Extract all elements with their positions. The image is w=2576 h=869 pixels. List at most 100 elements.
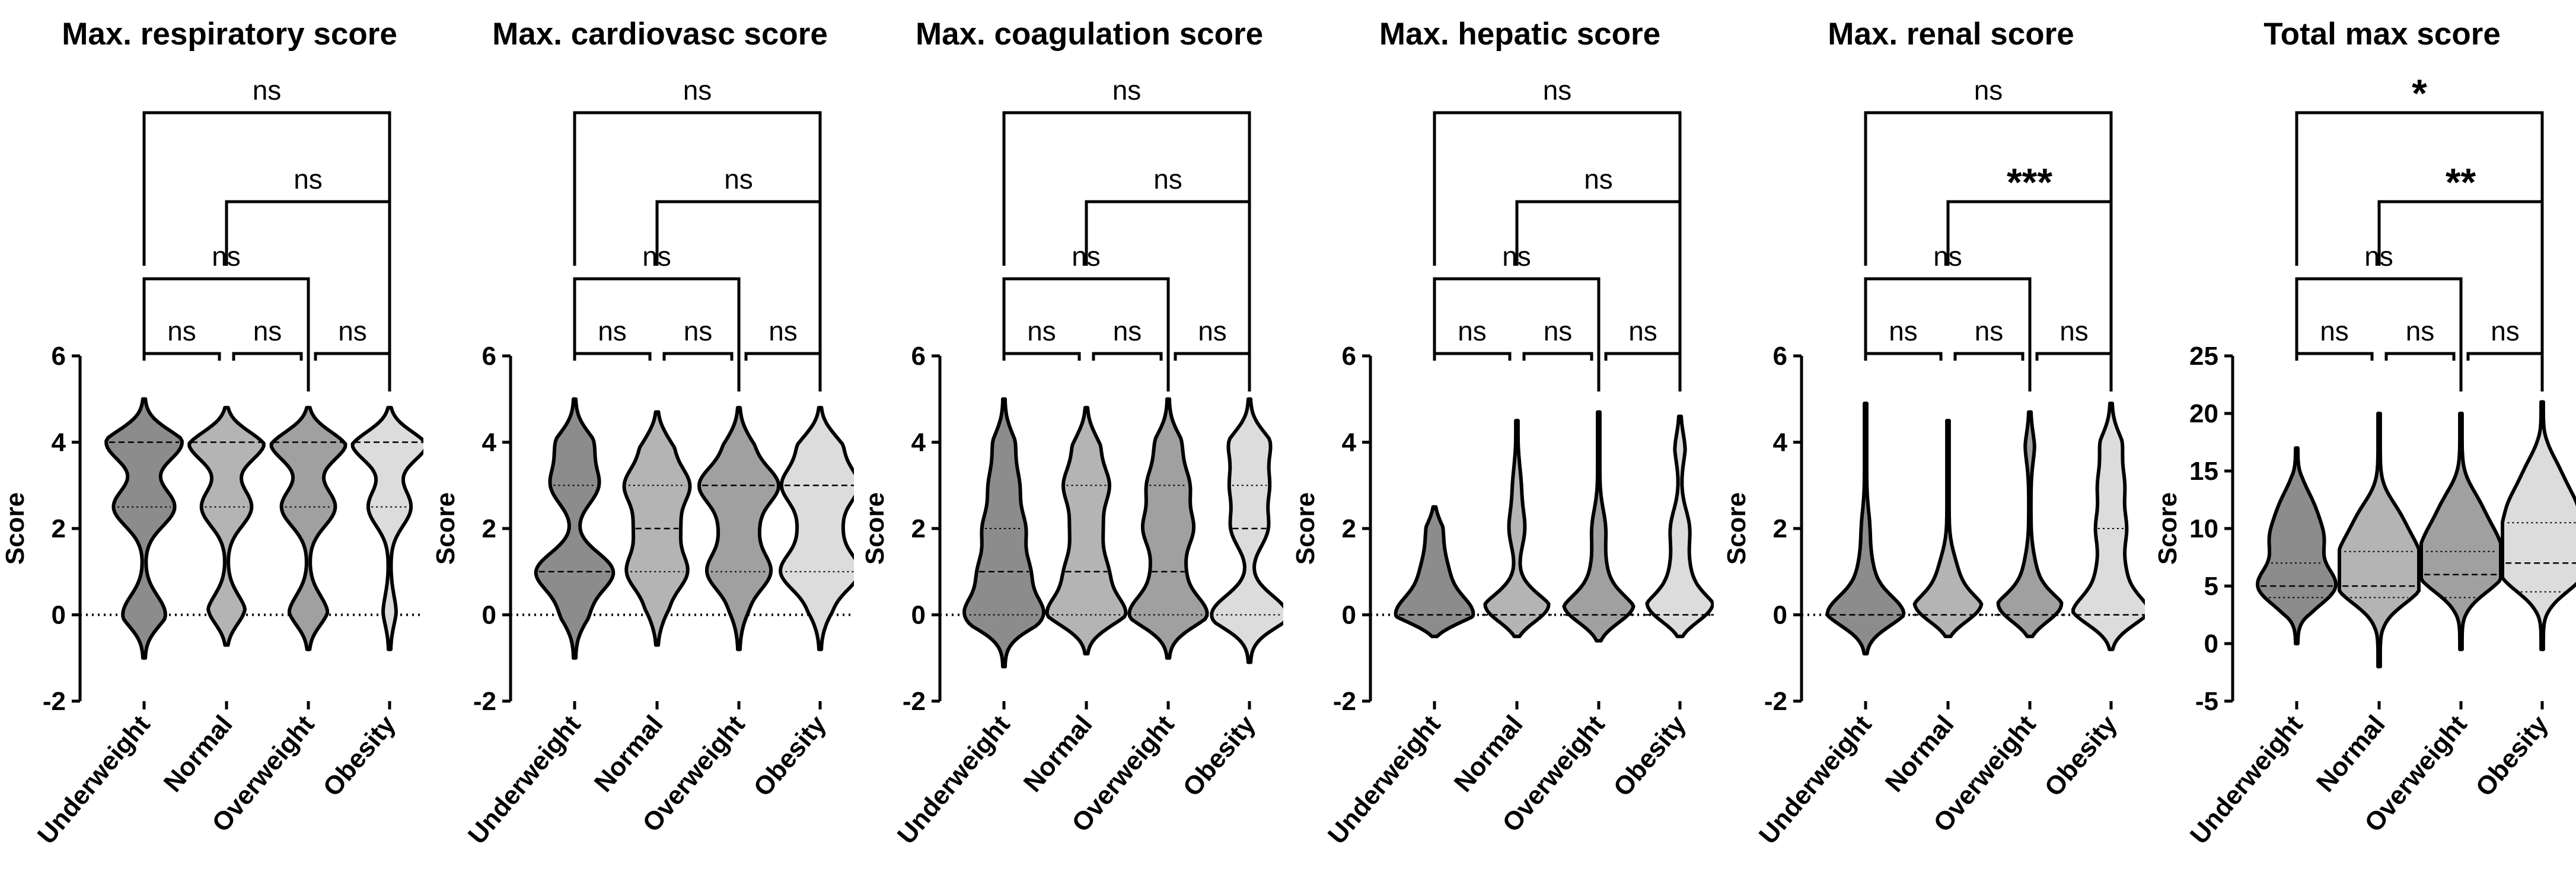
- significance-label: ns: [1584, 164, 1613, 195]
- chart-svg: Max. renal score 6 4 2 0 -2 Score Underweight No…: [1722, 17, 2151, 850]
- significance-label: ns: [1543, 75, 1572, 106]
- significance-bracket: ns: [2384, 316, 2456, 361]
- violin-panel-6: Total max score 25 20 15 10 5 0 -5 Score Underwei…: [2153, 0, 2576, 866]
- significance-bracket: ns: [232, 316, 303, 361]
- significance-bracket: ns: [1002, 316, 1081, 361]
- significance-label: ns: [683, 75, 712, 106]
- significance-bracket: ns: [2035, 316, 2113, 361]
- x-category-label: Obesity: [317, 710, 401, 803]
- y-tick-label: 15: [2189, 457, 2218, 486]
- y-axis-label: Score: [1291, 492, 1320, 565]
- violin-panel-4: Max. hepatic score 6 4 2 0 -2 Score Underweight…: [1290, 0, 1716, 866]
- y-tick-label: 4: [1773, 428, 1788, 457]
- y-tick-label: 6: [52, 342, 66, 371]
- significance-label: ns: [1113, 316, 1142, 346]
- y-tick-label: 6: [911, 342, 926, 371]
- x-category-label: Obesity: [748, 710, 832, 803]
- significance-label: ns: [1027, 316, 1056, 346]
- significance-label: ns: [2406, 316, 2435, 346]
- violin-normal: [1045, 406, 1128, 655]
- violin-overweight: [269, 406, 347, 651]
- significance-label: ns: [1975, 316, 2004, 346]
- x-category-label: Normal: [1449, 710, 1529, 798]
- violin-obesity: [2501, 400, 2576, 651]
- significance-bracket: ns: [1864, 75, 2113, 391]
- x-category-label: Normal: [1018, 710, 1098, 798]
- chart-title: Max. respiratory score: [62, 17, 397, 52]
- violin-overweight: [1562, 410, 1635, 643]
- chart-title: Max. coagulation score: [916, 17, 1263, 52]
- y-tick-label: 2: [911, 514, 926, 543]
- significance-label: ***: [2007, 160, 2052, 204]
- significance-label: ns: [1544, 316, 1573, 346]
- significance-label: ns: [1112, 75, 1142, 106]
- violin-overweight: [1127, 397, 1209, 660]
- violin-normal: [187, 406, 266, 647]
- x-category-label: Normal: [158, 710, 238, 798]
- violin-underweight: [1825, 402, 1906, 655]
- violin-underweight: [534, 397, 616, 660]
- chart-svg: Max. respiratory score 6 4 2 0 -2 Score Underwe…: [1, 17, 429, 850]
- significance-bracket: ns: [1433, 316, 1512, 361]
- violin-obesity: [779, 406, 862, 651]
- significance-bracket: ns: [1864, 316, 1943, 361]
- violin-overweight: [2419, 412, 2502, 651]
- y-tick-label: 20: [2189, 399, 2218, 428]
- violin-panel-3: Max. coagulation score 6 4 2 0 -2 Score Underwe…: [860, 0, 1289, 866]
- significance-label: **: [2446, 160, 2476, 204]
- significance-bracket: ns: [1092, 316, 1163, 361]
- significance-bracket: ns: [1433, 75, 1682, 391]
- x-category-label: Underweight: [1322, 710, 1446, 850]
- chart-title: Max. hepatic score: [1379, 17, 1660, 52]
- significance-label: ns: [1458, 316, 1487, 346]
- violin-underweight: [2256, 446, 2338, 645]
- x-category-label: Obesity: [2470, 710, 2554, 803]
- violin-overweight: [697, 406, 780, 651]
- x-category-label: Underweight: [892, 710, 1016, 850]
- violin-overweight: [1994, 410, 2065, 638]
- significance-bracket: ns: [573, 316, 652, 361]
- violin-normal: [1912, 419, 1984, 638]
- significance-label: ns: [167, 316, 196, 346]
- significance-label: ns: [338, 316, 367, 346]
- x-category-label: Underweight: [2185, 710, 2309, 850]
- significance-bracket: ns: [1953, 316, 2025, 361]
- significance-bracket: ns: [2466, 316, 2544, 361]
- violin-panel-1: Max. respiratory score 6 4 2 0 -2 Score Underwe…: [0, 0, 429, 866]
- significance-label: ns: [724, 164, 753, 195]
- y-axis-label: Score: [431, 492, 460, 565]
- y-tick-label: 6: [1773, 342, 1787, 371]
- chart-svg: Max. hepatic score 6 4 2 0 -2 Score Underweight…: [1291, 17, 1716, 850]
- y-tick-label: 10: [2189, 514, 2218, 543]
- y-tick-label: 2: [1342, 514, 1356, 543]
- violin-obesity: [350, 406, 429, 651]
- y-tick-label: 0: [1342, 601, 1356, 630]
- y-tick-label: 6: [482, 342, 496, 371]
- significance-bracket: ns: [1604, 316, 1682, 361]
- significance-bracket: ns: [662, 316, 734, 361]
- violin-underweight: [104, 397, 184, 660]
- x-category-label: Underweight: [463, 710, 586, 850]
- violin-normal: [1482, 419, 1552, 638]
- y-tick-label: 25: [2189, 342, 2218, 371]
- violin-underweight: [962, 397, 1045, 669]
- x-category-label: Obesity: [1608, 710, 1692, 803]
- chart-title: Total max score: [2263, 17, 2501, 52]
- violin-panel-5: Max. renal score 6 4 2 0 -2 Score Underweight No…: [1721, 0, 2151, 866]
- x-category-label: Underweight: [1754, 710, 1877, 850]
- significance-label: ns: [253, 75, 282, 106]
- violin-underweight: [1394, 505, 1475, 638]
- y-tick-label: 0: [1773, 601, 1787, 630]
- significance-label: ns: [598, 316, 627, 346]
- y-axis-label: Score: [2153, 492, 2182, 565]
- y-tick-label: 0: [52, 601, 66, 630]
- significance-bracket: ns: [314, 316, 391, 361]
- chart-svg: Max. cardiovasc score 6 4 2 0 -2 Score Underwei…: [431, 17, 862, 850]
- x-category-label: Obesity: [1177, 710, 1261, 803]
- significance-label: *: [2412, 71, 2427, 115]
- y-tick-label: 2: [52, 514, 66, 543]
- violin-normal: [622, 410, 692, 647]
- significance-label: ns: [2059, 316, 2089, 346]
- violin-panel-2: Max. cardiovasc score 6 4 2 0 -2 Score Underwei…: [431, 0, 862, 866]
